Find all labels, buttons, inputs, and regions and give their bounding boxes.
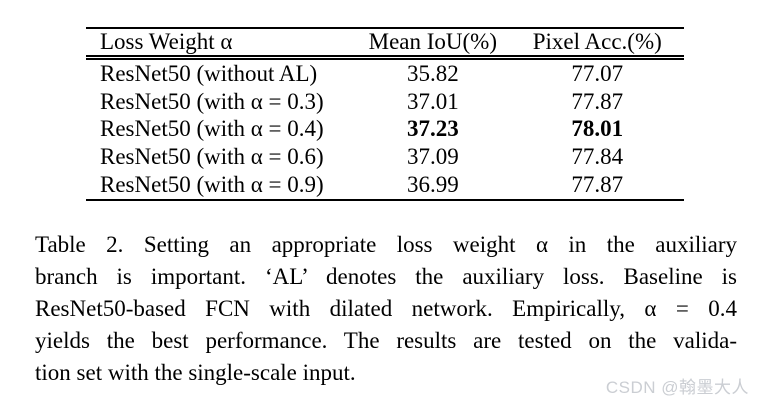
table-row-best: ResNet50 (with α = 0.4) 37.23 78.01	[86, 116, 684, 144]
caption-line: ResNet50-based FCN with dilated network.…	[35, 296, 737, 321]
pixel-acc-cell: 77.84	[571, 144, 624, 170]
pixel-acc-cell: 77.07	[571, 60, 624, 86]
model-cell: ResNet50 (with α = 0.4)	[100, 116, 324, 142]
caption-line: branch is important. ‘AL’ denotes the au…	[35, 264, 737, 289]
caption-line: tion set with the single-scale input.	[35, 360, 356, 385]
model-cell: ResNet50 (without AL)	[100, 60, 318, 86]
table-row: ResNet50 (with α = 0.9) 36.99 77.87	[86, 171, 684, 199]
table-row: ResNet50 (without AL) 35.82 77.07	[86, 60, 684, 88]
mean-iou-cell: 35.82	[406, 60, 459, 86]
header-cell-pixel-acc: Pixel Acc.(%)	[532, 29, 662, 54]
results-table: Loss Weight α Mean IoU(%) Pixel Acc.(%) …	[86, 27, 684, 201]
csdn-watermark: CSDN @翰墨大人	[605, 378, 749, 397]
pixel-acc-cell: 77.87	[571, 88, 624, 114]
pixel-acc-cell: 77.87	[571, 172, 624, 198]
caption-line: Table 2. Setting an appropriate loss wei…	[35, 232, 737, 257]
table-row: ResNet50 (with α = 0.6) 37.09 77.84	[86, 143, 684, 171]
model-cell: ResNet50 (with α = 0.6)	[100, 144, 324, 170]
mean-iou-cell: 37.23	[406, 116, 459, 142]
table-body: ResNet50 (without AL) 35.82 77.07 ResNet…	[86, 60, 684, 199]
table-row: ResNet50 (with α = 0.3) 37.01 77.87	[86, 88, 684, 116]
caption-line: yields the best performance. The results…	[35, 328, 737, 353]
model-cell: ResNet50 (with α = 0.9)	[100, 172, 324, 198]
mean-iou-cell: 37.09	[406, 144, 459, 170]
mean-iou-cell: 36.99	[406, 172, 459, 198]
table-caption: Table 2. Setting an appropriate loss wei…	[35, 229, 737, 389]
mean-iou-cell: 37.01	[406, 88, 459, 114]
pixel-acc-cell: 78.01	[571, 116, 624, 142]
header-cell-loss-weight: Loss Weight α	[100, 29, 233, 54]
header-cell-mean-iou: Mean IoU(%)	[368, 29, 498, 54]
table-header-row: Loss Weight α Mean IoU(%) Pixel Acc.(%)	[86, 29, 684, 60]
model-cell: ResNet50 (with α = 0.3)	[100, 88, 324, 114]
